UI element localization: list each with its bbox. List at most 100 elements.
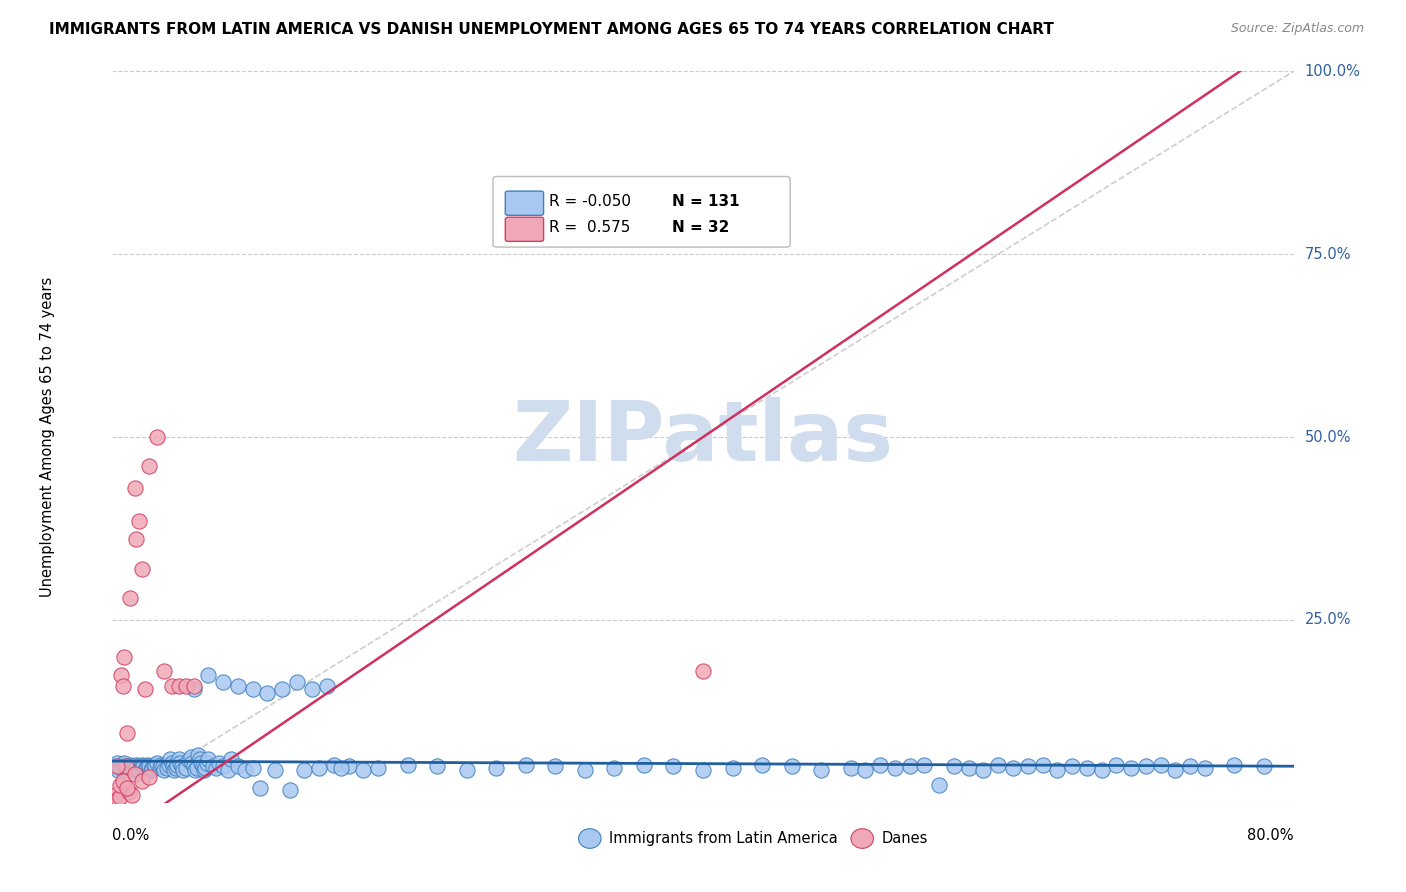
Point [103, 792, 125, 806]
Point [692, 664, 714, 678]
Point [131, 773, 153, 788]
Point [308, 761, 330, 775]
Point [111, 679, 134, 693]
Point [780, 759, 803, 773]
Point [114, 759, 136, 773]
Point [242, 761, 264, 775]
Point [485, 761, 508, 775]
Point [197, 667, 219, 681]
Point [603, 761, 626, 775]
Point [163, 763, 186, 777]
Point [810, 763, 832, 777]
Point [292, 763, 315, 777]
Point [226, 759, 249, 773]
Point [135, 761, 157, 775]
Point [330, 761, 353, 775]
Point [662, 759, 685, 773]
Point [456, 763, 478, 777]
Point [928, 778, 950, 792]
Point [1076, 761, 1098, 775]
Point [112, 756, 135, 770]
Point [1062, 759, 1084, 773]
Point [108, 778, 131, 792]
Text: 25.0%: 25.0% [1305, 613, 1351, 627]
Point [426, 759, 449, 773]
Point [124, 761, 146, 775]
Point [111, 757, 134, 772]
Point [256, 686, 278, 700]
Point [181, 756, 204, 770]
Point [1119, 761, 1142, 775]
Point [633, 757, 655, 772]
Point [117, 726, 138, 740]
Point [131, 757, 153, 772]
Point [156, 761, 179, 775]
Point [128, 514, 150, 528]
Point [149, 761, 172, 775]
Text: N = 131: N = 131 [672, 194, 740, 210]
Point [157, 757, 180, 772]
Point [352, 763, 374, 777]
Text: Unemployment Among Ages 65 to 74 years: Unemployment Among Ages 65 to 74 years [39, 277, 55, 598]
Point [1032, 757, 1054, 772]
Text: 100.0%: 100.0% [1305, 64, 1361, 78]
Point [138, 770, 160, 784]
Point [138, 759, 160, 773]
Point [1253, 759, 1275, 773]
Point [187, 748, 209, 763]
Point [150, 757, 173, 772]
Point [166, 757, 188, 772]
Point [108, 789, 131, 804]
Point [127, 759, 149, 773]
Point [169, 756, 191, 770]
Point [138, 459, 160, 474]
Text: 75.0%: 75.0% [1305, 247, 1351, 261]
Point [1164, 763, 1187, 777]
Point [124, 481, 146, 495]
Point [142, 757, 165, 772]
Text: 0.0%: 0.0% [112, 829, 149, 844]
Point [914, 757, 936, 772]
Point [1150, 757, 1173, 772]
Point [159, 752, 181, 766]
Point [1194, 761, 1216, 775]
Point [184, 763, 207, 777]
Point [957, 761, 980, 775]
Point [233, 763, 256, 777]
Point [121, 759, 143, 773]
Point [264, 763, 287, 777]
Point [190, 756, 212, 770]
Text: R = -0.050: R = -0.050 [550, 194, 631, 210]
Point [143, 759, 166, 773]
Point [107, 792, 129, 806]
Point [131, 562, 153, 576]
Point [219, 752, 242, 766]
Point [125, 533, 148, 547]
Point [167, 752, 190, 766]
Point [104, 759, 127, 773]
Point [132, 759, 155, 773]
Text: N = 32: N = 32 [672, 220, 728, 235]
Point [973, 763, 995, 777]
Point [323, 757, 346, 772]
Point [201, 759, 224, 773]
Point [987, 757, 1010, 772]
Point [226, 679, 249, 693]
Point [118, 785, 141, 799]
Point [110, 761, 132, 775]
Text: ZIPatlas: ZIPatlas [513, 397, 893, 477]
Point [515, 757, 537, 772]
Point [170, 759, 193, 773]
Text: 80.0%: 80.0% [1247, 829, 1294, 844]
Point [1001, 761, 1024, 775]
Point [174, 679, 197, 693]
Point [1105, 757, 1128, 772]
Point [188, 752, 211, 766]
Point [139, 763, 162, 777]
Point [141, 761, 163, 775]
Point [1091, 763, 1114, 777]
Point [194, 761, 217, 775]
Point [1178, 759, 1201, 773]
Point [105, 756, 128, 770]
Point [162, 759, 184, 773]
